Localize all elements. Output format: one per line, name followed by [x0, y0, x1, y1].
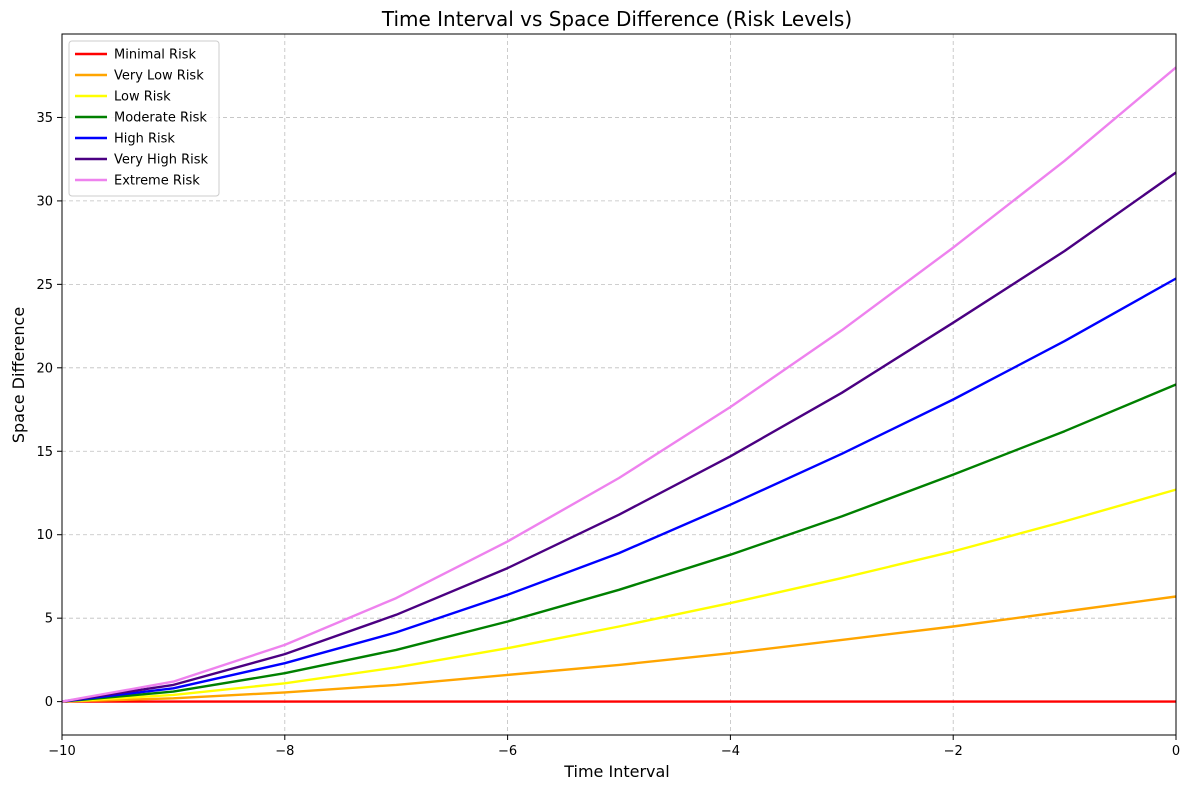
x-tick-label: −2 — [944, 744, 963, 759]
series-lines — [61, 66, 1177, 703]
y-tick-label: 35 — [36, 111, 53, 126]
y-tick-label: 0 — [45, 695, 53, 710]
y-tick-label: 25 — [36, 278, 53, 293]
legend-label-very-high-risk: Very High Risk — [114, 153, 208, 168]
series-line-moderate-risk — [61, 383, 1177, 703]
legend-box — [68, 40, 220, 197]
legend-label-high-risk: High Risk — [114, 132, 175, 147]
plot-area-frame — [61, 33, 1177, 736]
legend: Minimal Risk Very Low Risk Low Risk Moderat… — [68, 40, 220, 197]
series-line-low-risk — [61, 488, 1177, 703]
x-tick-label: −6 — [498, 744, 517, 759]
series-line-high-risk — [61, 277, 1177, 703]
x-axis-ticks: −10 −8 −6 −4 −2 0 — [48, 735, 1180, 759]
legend-label-moderate-risk: Moderate Risk — [114, 111, 207, 126]
grid-lines — [62, 34, 1176, 735]
x-tick-label: 0 — [1172, 744, 1180, 759]
series-line-very-high-risk — [61, 171, 1177, 703]
x-axis-label: Time Interval — [563, 762, 670, 781]
y-axis-label: Space Difference — [9, 307, 28, 443]
series-line-extreme-risk — [61, 66, 1177, 703]
chart-title: Time Interval vs Space Difference (Risk … — [381, 7, 852, 31]
y-axis-ticks: 0 5 10 15 20 25 30 35 — [36, 111, 62, 710]
x-tick-label: −10 — [48, 744, 75, 759]
legend-label-minimal-risk: Minimal Risk — [114, 48, 196, 63]
y-tick-label: 10 — [36, 528, 53, 543]
legend-label-low-risk: Low Risk — [114, 90, 171, 105]
y-tick-label: 20 — [36, 361, 53, 376]
series-line-very-low-risk — [61, 595, 1177, 703]
x-tick-label: −4 — [721, 744, 740, 759]
legend-label-extreme-risk: Extreme Risk — [114, 174, 200, 189]
y-tick-label: 30 — [36, 194, 53, 209]
y-tick-label: 5 — [45, 612, 53, 627]
legend-label-very-low-risk: Very Low Risk — [114, 69, 204, 84]
x-tick-label: −8 — [275, 744, 294, 759]
y-tick-label: 15 — [36, 445, 53, 460]
